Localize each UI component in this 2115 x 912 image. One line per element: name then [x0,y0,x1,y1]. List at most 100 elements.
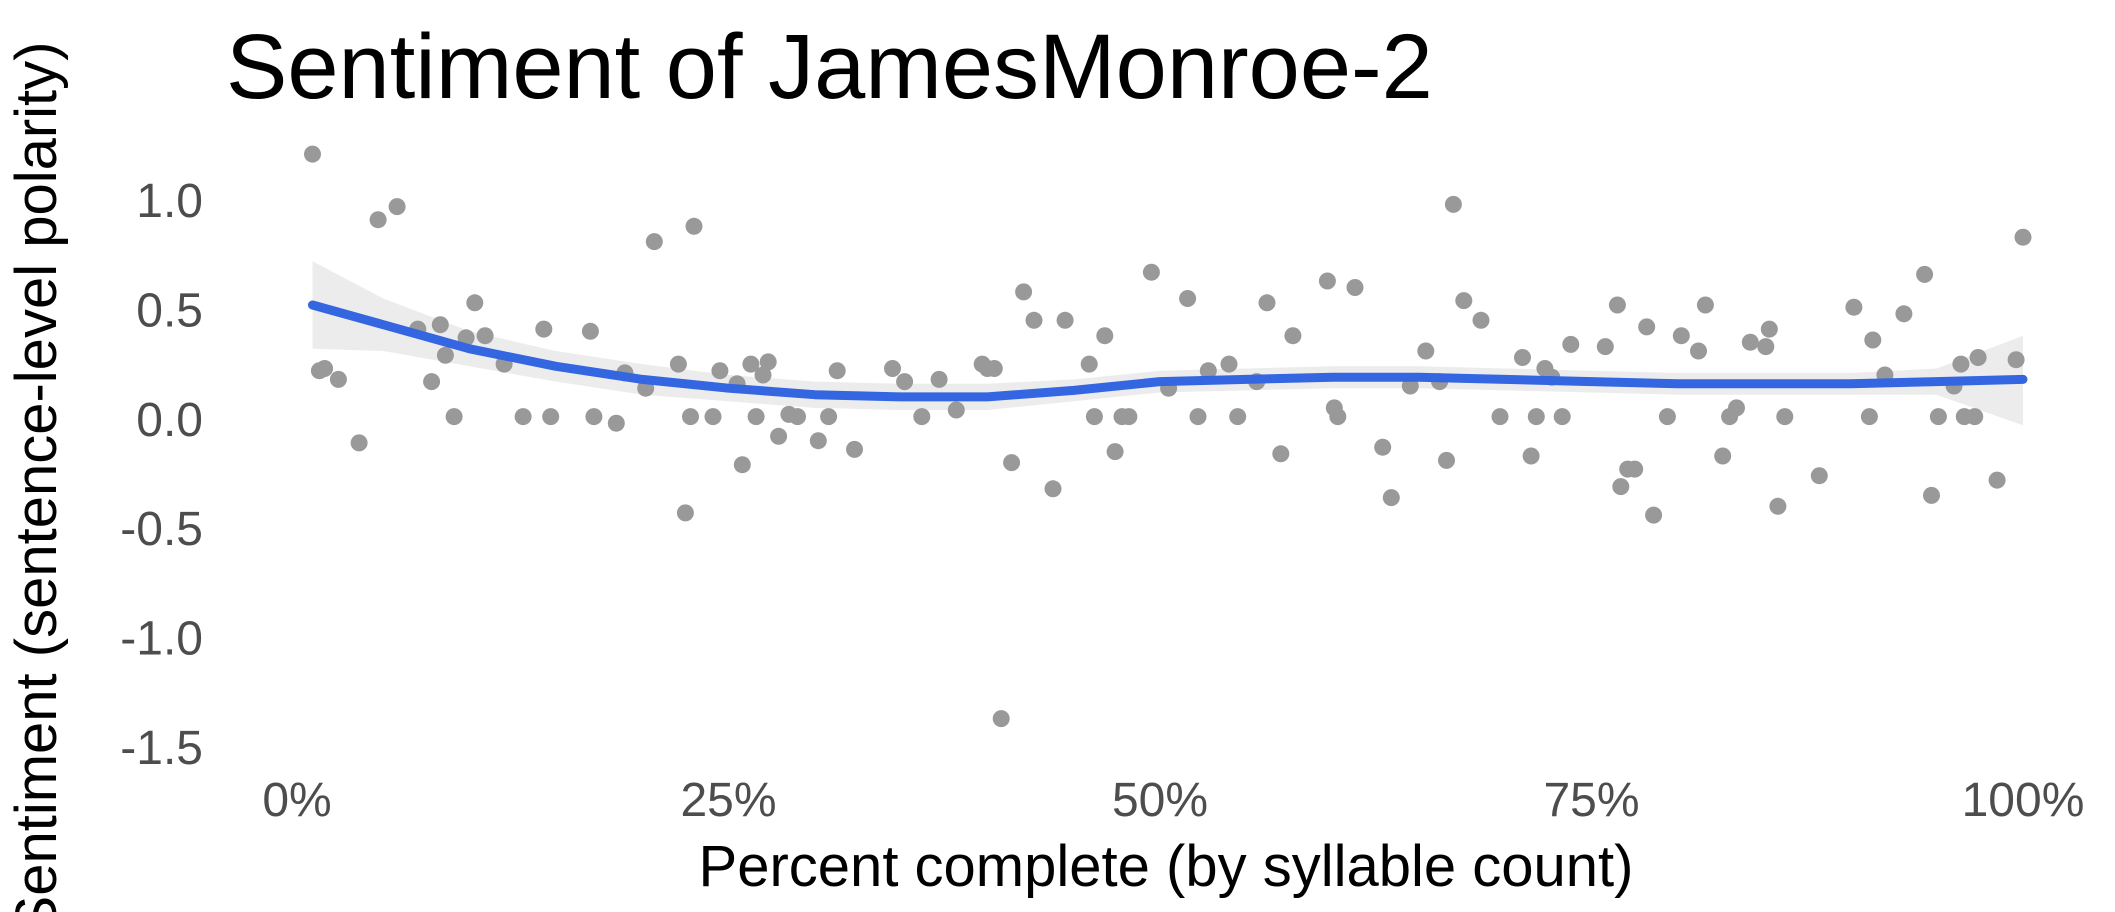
data-point [1044,480,1062,498]
data-point [2014,228,2032,246]
data-point [828,362,846,380]
data-point [1179,290,1197,307]
data-point [1672,327,1690,345]
data-point [1696,296,1714,314]
data-point [1401,377,1419,395]
data-point [1003,454,1021,472]
y-axis-ticks: 1.0 0.5 0.0 -0.5 -1.0 -1.5 [120,175,203,775]
data-point [445,408,463,426]
data-point [350,434,368,452]
data-point [581,322,599,340]
data-point [1096,327,1114,345]
data-point [514,408,532,426]
data-point [1374,438,1392,456]
data-point [747,408,765,426]
data-point [685,217,703,235]
data-point [1612,478,1630,496]
data-point [1952,355,1970,373]
data-point [1085,408,1103,426]
data-point [1988,471,2006,489]
x-axis-title: Percent complete (by syllable count) [699,834,1634,899]
data-point [1562,335,1580,353]
data-point [913,408,931,426]
y-tick-label: 0.0 [136,394,203,447]
points-layer [304,145,2032,728]
data-point [1714,447,1732,465]
data-point [1728,399,1745,417]
x-tick-label: 100% [1962,774,2085,827]
data-point [1346,279,1364,296]
data-point [759,353,777,371]
data-point [585,408,603,426]
data-point [1969,349,1987,366]
data-point [1015,283,1033,301]
x-axis-ticks: 0% 25% 50% 75% 100% [262,774,2084,827]
data-point [1272,445,1290,463]
data-point [896,373,914,391]
data-point [1025,311,1043,329]
data-point [1658,408,1676,426]
data-point [476,327,494,345]
data-point [1553,408,1571,426]
data-point [1258,294,1276,312]
data-point [1514,349,1531,366]
y-axis-title: Sentiment (sentence-level polarity) [4,42,69,912]
data-point [1776,408,1794,426]
data-point [1329,408,1347,426]
data-point [1120,408,1138,426]
data-point [1810,467,1828,485]
data-point [1438,451,1455,469]
data-point [1491,408,1509,426]
chart-title: Sentiment of JamesMonroe-2 [226,16,1433,118]
smooth-line-layer [308,300,2028,402]
x-tick-label: 0% [262,774,331,827]
data-point [535,320,553,338]
data-point [1220,355,1238,373]
data-point [1284,327,1302,345]
data-point [1455,292,1473,310]
x-tick-label: 75% [1543,774,1639,827]
data-point [1382,489,1400,507]
data-point [1966,408,1984,426]
data-point [1864,331,1882,349]
data-point [1845,298,1863,316]
data-point [431,316,449,334]
data-point [1769,497,1787,515]
data-point [985,360,1003,377]
y-tick-label: 0.5 [136,284,203,337]
smooth-line [308,300,2028,402]
data-point [1690,342,1707,360]
data-point [733,456,751,474]
data-point [992,710,1010,728]
data-point [1626,460,1644,478]
data-point [1472,311,1490,329]
data-point [1596,338,1614,356]
data-point [369,211,387,229]
y-tick-label: 1.0 [136,175,203,228]
data-point [1527,408,1545,426]
data-point [711,362,729,380]
data-point [1106,443,1124,461]
data-point [645,233,663,251]
data-point [329,370,347,388]
data-point [669,355,687,373]
data-point [884,360,901,377]
data-point [1760,320,1778,338]
data-point [316,360,334,377]
data-point [436,346,454,364]
data-point [742,355,760,373]
data-point [1199,362,1217,380]
data-point [1895,305,1913,323]
data-point [1229,408,1247,426]
data-point [947,401,965,419]
data-point [1417,342,1435,360]
data-point [1638,318,1656,336]
data-point [682,408,699,426]
data-point [754,366,772,384]
data-point [423,373,441,391]
data-point [1056,311,1074,329]
data-point [466,294,484,312]
data-point [1860,408,1878,426]
y-tick-label: -1.5 [120,722,203,775]
